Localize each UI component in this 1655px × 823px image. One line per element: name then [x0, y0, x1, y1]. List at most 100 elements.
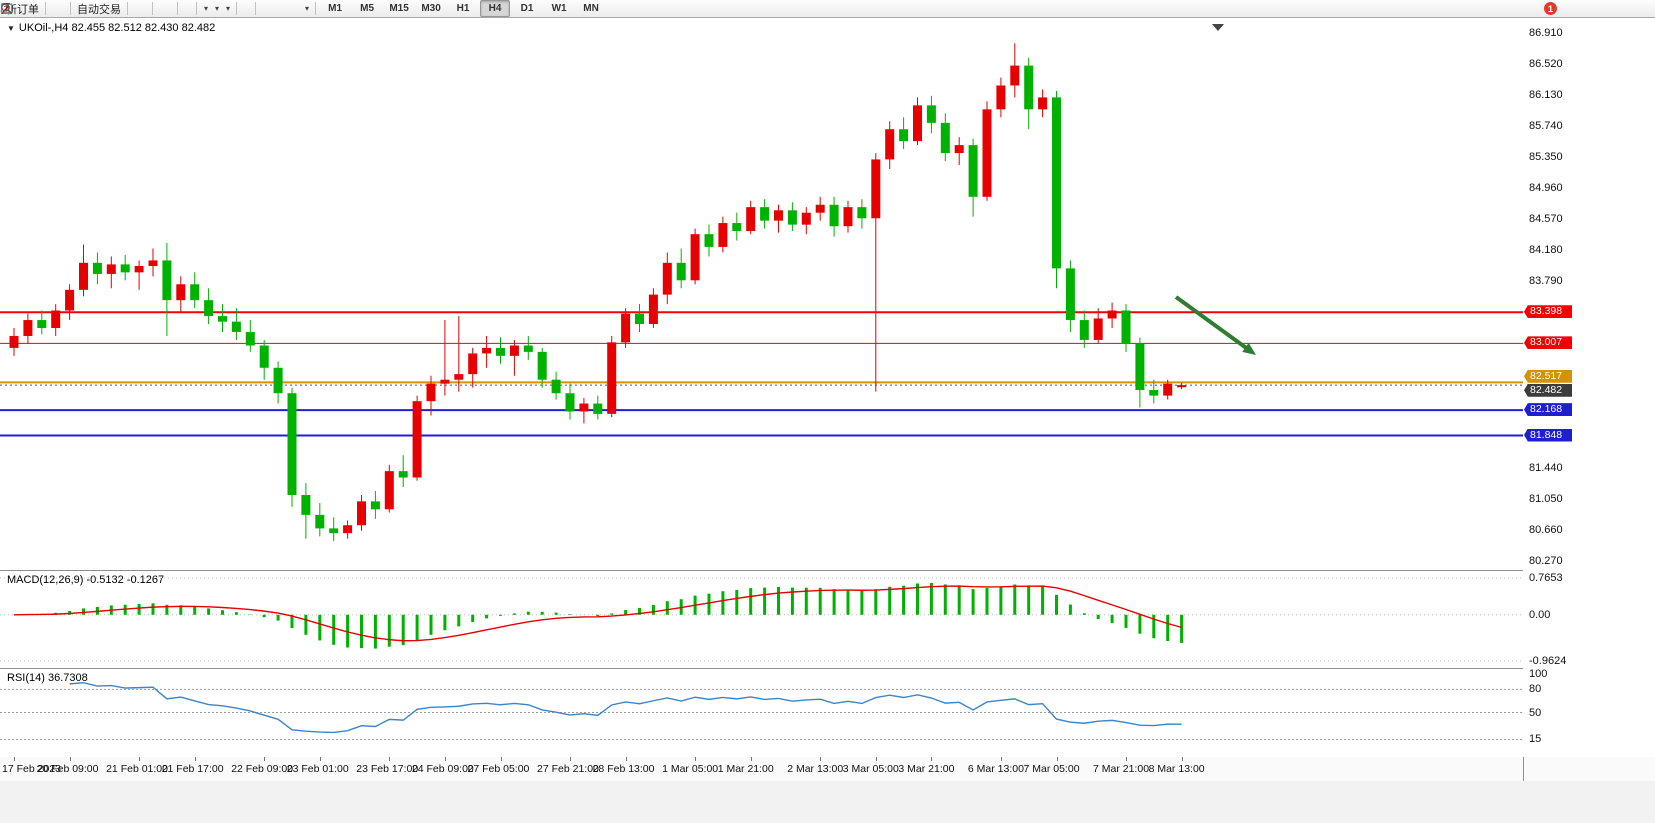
chart-title-text: UKOil-,H4 82.455 82.512 82.430 82.482	[18, 22, 216, 34]
tile-windows-button[interactable]	[1, 1, 174, 17]
time-tick-mark	[875, 757, 877, 761]
rsi-tick: 15	[1529, 733, 1542, 746]
time-tick-mark	[500, 757, 502, 761]
dropdown-caret-icon: ▾	[215, 4, 220, 13]
line-chart-button[interactable]	[0, 1, 149, 17]
time-tick-mark	[750, 757, 752, 761]
macd-label: MACD(12,26,9) -0.5132 -0.1267	[7, 574, 165, 586]
current-price-label: 82.482	[1524, 383, 1572, 397]
time-tick-mark	[1126, 757, 1127, 761]
macd-tick: -0.9624	[1529, 655, 1567, 667]
toolbar: 新订单 自动交易	[0, 0, 1655, 18]
price-tick: 84.180	[1529, 244, 1563, 257]
price-tick: 86.130	[1529, 89, 1563, 102]
arrows-tool[interactable]: ▾	[2, 1, 312, 17]
ohlc-collapse-icon[interactable]: ▼	[7, 23, 15, 33]
time-label: 27 Feb 05:00	[467, 763, 530, 775]
price-tick: 85.350	[1529, 151, 1563, 164]
timeframe-m5[interactable]: M5	[360, 3, 375, 14]
timeframe-m30[interactable]: M30	[421, 3, 441, 14]
price-tick: 86.910	[1529, 27, 1563, 39]
macd-canvas[interactable]	[0, 570, 1523, 668]
time-tick-mark	[931, 757, 933, 761]
time-label: 2 Mar 13:00	[787, 763, 844, 775]
time-tick-mark	[820, 757, 822, 761]
time-label: 28 Feb 13:00	[592, 763, 655, 775]
dropdown-caret-icon: ▾	[204, 4, 209, 13]
autotrading-button[interactable]: 自动交易	[1, 1, 124, 17]
price-tick: 84.960	[1529, 182, 1563, 195]
separator	[70, 2, 71, 15]
price-tick: 81.050	[1529, 492, 1563, 505]
time-tick-mark	[69, 757, 71, 761]
price-tick: 83.790	[1529, 275, 1563, 288]
indicators-button[interactable]: ▾	[0, 1, 211, 17]
panel-separator[interactable]	[0, 570, 1655, 571]
dropdown-caret-icon: ▾	[305, 4, 310, 13]
search-button[interactable]	[1, 1, 1536, 17]
rsi-label: RSI(14) 36.7308	[7, 672, 88, 684]
separator	[196, 2, 197, 15]
templates-button[interactable]: ▾	[1, 1, 233, 17]
level-price-label: 83.007	[1524, 336, 1572, 350]
price-tick: 86.520	[1529, 58, 1563, 70]
level-price-label: 81.848	[1524, 428, 1572, 442]
rsi-tick: 50	[1529, 706, 1542, 719]
timeframe-mn[interactable]: MN	[583, 3, 599, 14]
time-label: 22 Feb 09:00	[231, 763, 294, 775]
time-tick-mark	[570, 757, 571, 761]
chart-title: ▼ UKOil-,H4 82.455 82.512 82.430 82.482	[7, 22, 215, 34]
time-tick-mark	[695, 757, 697, 761]
time-tick-mark	[625, 757, 627, 761]
level-price-label: 82.168	[1524, 403, 1572, 417]
crosshair-button[interactable]	[1, 1, 252, 17]
time-tick-mark	[444, 757, 446, 761]
macd-tick: 0.7653	[1529, 572, 1563, 584]
time-label: 7 Mar 21:00	[1093, 763, 1150, 775]
notification-badge[interactable]: 1	[1544, 2, 1557, 15]
macd-axis[interactable]: 0.7653 0.00 -0.9624	[1523, 570, 1655, 668]
separator	[45, 2, 46, 15]
time-tick-mark	[389, 757, 391, 761]
time-label: 27 Feb 21:00	[537, 763, 599, 775]
search-icon	[1, 3, 13, 15]
time-tick-mark	[194, 757, 196, 761]
timeframe-m15[interactable]: M15	[389, 3, 409, 14]
time-label: 20 Feb 09:00	[36, 763, 99, 775]
price-tick: 80.270	[1529, 555, 1563, 567]
time-label: 8 Mar 13:00	[1148, 763, 1205, 775]
panel-separator[interactable]	[0, 668, 1655, 669]
price-tick: 85.740	[1529, 120, 1563, 133]
timeframe-w1[interactable]: W1	[551, 3, 567, 14]
time-label: 21 Feb 17:00	[161, 763, 224, 775]
main-chart-canvas[interactable]	[0, 18, 1523, 570]
time-label: 7 Mar 05:00	[1023, 763, 1080, 775]
rsi-axis[interactable]: 100 80 50 15	[1523, 668, 1655, 757]
signals-button[interactable]	[1, 1, 67, 17]
time-label: 23 Feb 17:00	[356, 763, 419, 775]
timeframe-h4[interactable]: H4	[480, 0, 511, 17]
level-price-label: 82.517	[1524, 369, 1572, 383]
time-label: 1 Mar 05:00	[662, 763, 719, 775]
price-tick: 80.660	[1529, 523, 1563, 536]
time-tick-mark	[1000, 757, 1002, 761]
time-label: 6 Mar 13:00	[967, 763, 1024, 775]
chart-shift-button[interactable]	[1, 1, 193, 17]
new-order-label: 新订单	[6, 3, 39, 16]
periods-button[interactable]: ▾	[1, 1, 222, 17]
time-tick-mark	[139, 757, 141, 761]
time-label: 17 Feb 2023	[2, 763, 61, 775]
time-tick-mark	[1056, 757, 1058, 761]
dropdown-caret-icon: ▾	[226, 4, 231, 13]
time-label: 21 Feb 01:00	[106, 763, 168, 775]
price-axis[interactable]: 86.910 86.520 86.130 85.740 85.350 84.960 84.5…	[1523, 18, 1655, 570]
timeframe-d1[interactable]: D1	[520, 3, 534, 14]
timeframe-m1[interactable]: M1	[328, 3, 343, 14]
time-label: 1 Mar 21:00	[717, 763, 774, 775]
timeframe-h1[interactable]: H1	[456, 3, 470, 14]
time-axis[interactable]: 17 Feb 2023 20 Feb 09:00 21 Feb 01:00 21 Fe…	[0, 757, 1655, 781]
level-price-label: 83.398	[1524, 305, 1572, 319]
rsi-canvas[interactable]	[0, 668, 1523, 757]
time-tick-mark	[14, 757, 15, 761]
